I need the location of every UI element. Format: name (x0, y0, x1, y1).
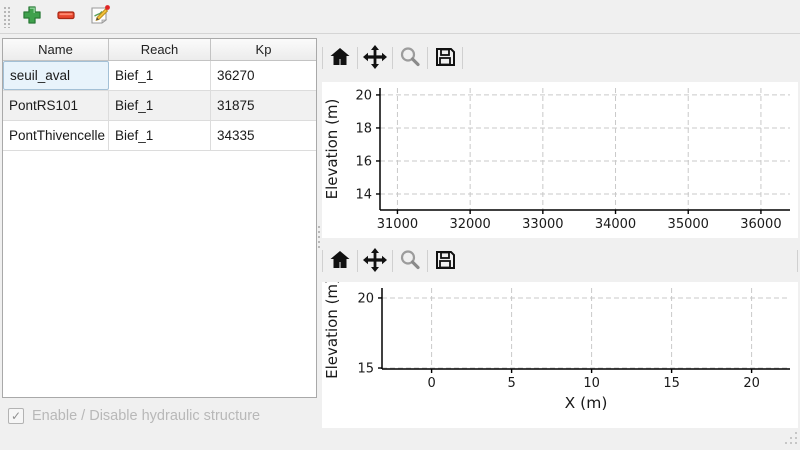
plot2-canvas[interactable]: 15 20 0 5 10 15 20 Elevation (m) X (m) (322, 278, 798, 428)
pan-icon (362, 44, 388, 73)
plus-icon (21, 4, 43, 29)
zoom-button[interactable] (393, 43, 427, 73)
pan-button[interactable] (358, 246, 392, 276)
y-axis-label: Elevation (m) (323, 99, 341, 200)
enable-structure-checkbox: ✓ (8, 408, 24, 424)
x-tick-label: 10 (583, 376, 600, 391)
table-header: Name Reach Kp (3, 39, 316, 61)
y-tick-label: 18 (355, 121, 372, 136)
cell-name[interactable]: PontRS101 (3, 91, 109, 120)
pan-icon (362, 247, 388, 276)
add-structure-button[interactable] (19, 4, 45, 30)
toolbar-separator (392, 47, 393, 69)
plot1-toolbar (322, 40, 798, 76)
zoom-button[interactable] (393, 246, 427, 276)
save-button[interactable] (428, 246, 462, 276)
column-header-kp[interactable]: Kp (255, 42, 272, 57)
plot1-canvas[interactable]: 14 16 18 20 31000 32000 33000 34000 35000 36000 El… (322, 82, 798, 238)
home-icon (328, 45, 352, 72)
panel-splitter-handle[interactable] (317, 224, 321, 250)
checkmark-icon: ✓ (10, 409, 22, 423)
y-tick-label: 20 (355, 88, 372, 103)
x-tick-label: 20 (743, 376, 760, 391)
y-tick-label: 15 (357, 362, 374, 377)
cell-name[interactable]: PontThivencelle (3, 121, 109, 150)
plot2-toolbar (322, 243, 798, 279)
toolbar-separator (797, 250, 798, 272)
table-row: seuil_aval Bief_1 36270 (3, 61, 316, 91)
y-axis-label: Elevation (m) (323, 282, 341, 379)
x-tick-label: 32000 (449, 217, 490, 232)
home-button[interactable] (323, 43, 357, 73)
structures-table: Name Reach Kp seuil_aval Bief_1 36270 Po… (2, 38, 317, 398)
toolbar-separator (462, 47, 463, 69)
cell-reach[interactable]: Bief_1 (109, 61, 211, 90)
toolbar-separator (357, 250, 358, 272)
cell-kp[interactable]: 31875 (217, 98, 255, 113)
cell-name-selected[interactable]: seuil_aval (3, 61, 109, 90)
home-icon (328, 248, 352, 275)
x-axis-label: X (m) (565, 394, 608, 412)
toolbar-separator (322, 47, 323, 69)
x-tick-label: 34000 (595, 217, 636, 232)
save-button[interactable] (428, 43, 462, 73)
cell-kp[interactable]: 34335 (217, 128, 255, 143)
toolbar-separator (427, 250, 428, 272)
toolbar-separator (392, 250, 393, 272)
x-tick-label: 36000 (740, 217, 781, 232)
axes: 15 20 0 5 10 15 20 Elevation (m) X (m) (323, 278, 790, 412)
toolbar-separator (427, 47, 428, 69)
cell-kp[interactable]: 36270 (217, 68, 255, 83)
table-row: PontThivencelle Bief_1 34335 (3, 121, 316, 151)
column-header-name[interactable]: Name (3, 39, 109, 60)
x-tick-label: 33000 (522, 217, 563, 232)
cell-reach[interactable]: Bief_1 (109, 91, 211, 120)
y-tick-label: 16 (355, 154, 372, 169)
x-tick-label: 15 (663, 376, 680, 391)
x-tick-label: 35000 (668, 217, 709, 232)
window-resize-grip[interactable] (784, 431, 798, 448)
y-tick-label: 20 (357, 291, 374, 306)
toolbar-separator (322, 250, 323, 272)
minus-icon (55, 4, 77, 29)
enable-structure-label: Enable / Disable hydraulic structure (32, 408, 261, 424)
cell-reach[interactable]: Bief_1 (109, 121, 211, 150)
pan-button[interactable] (358, 43, 392, 73)
magnifier-icon (398, 248, 422, 275)
axes: 14 16 18 20 31000 32000 33000 34000 35000 36000 El… (323, 88, 790, 232)
remove-structure-button[interactable] (53, 4, 79, 30)
enable-structure-row: ✓ Enable / Disable hydraulic structure (8, 408, 260, 424)
main-toolbar (0, 0, 800, 34)
toolbar-drag-handle[interactable] (3, 5, 11, 28)
magnifier-icon (398, 45, 422, 72)
y-tick-label: 14 (355, 187, 372, 202)
x-tick-label: 0 (427, 376, 435, 391)
table-row: PontRS101 Bief_1 31875 (3, 91, 316, 121)
edit-icon (88, 3, 112, 30)
home-button[interactable] (323, 246, 357, 276)
toolbar-separator (357, 47, 358, 69)
save-icon (433, 45, 457, 72)
save-icon (433, 248, 457, 275)
x-tick-label: 5 (507, 376, 515, 391)
column-header-reach[interactable]: Reach (109, 39, 211, 60)
edit-structure-button[interactable] (87, 4, 113, 30)
x-tick-label: 31000 (377, 217, 418, 232)
